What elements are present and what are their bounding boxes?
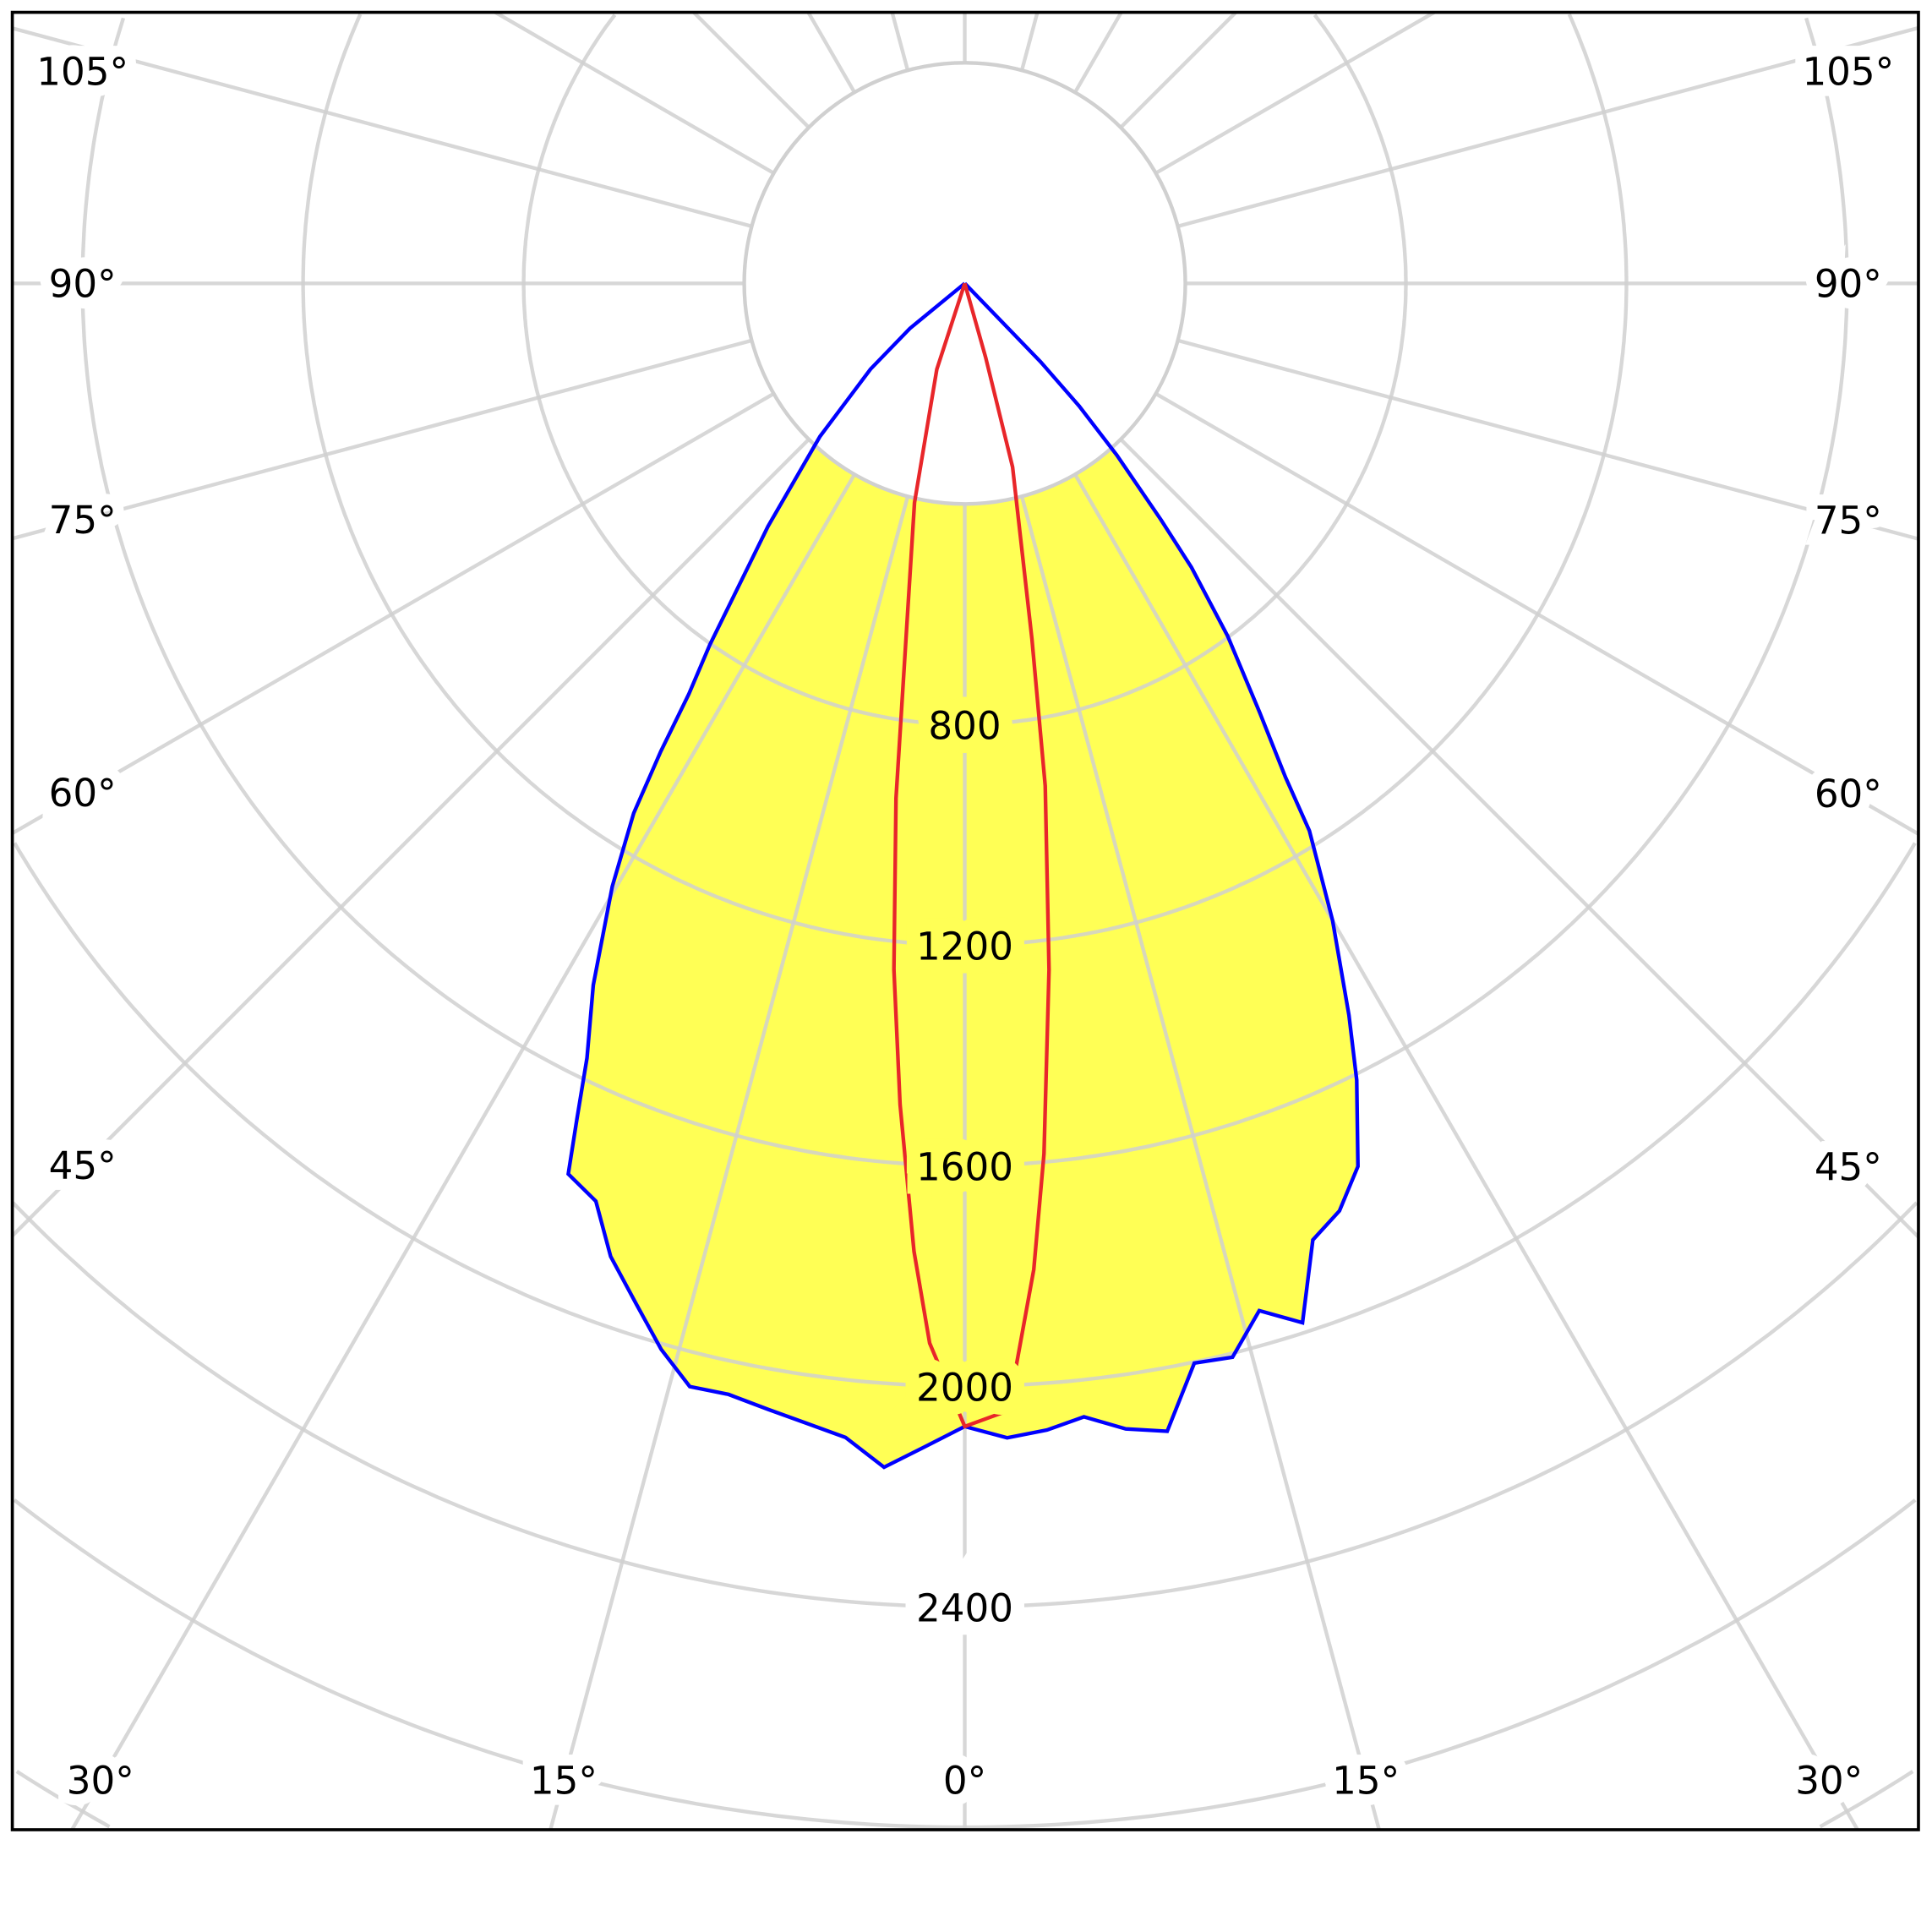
grid-spoke-165 bbox=[1019, 12, 1040, 71]
grid-layer bbox=[11, 10, 1920, 1831]
angle-tick-label: 105° bbox=[36, 50, 128, 95]
angle-tick-label: 45° bbox=[49, 1143, 117, 1188]
curve-layer bbox=[566, 281, 1360, 1470]
angle-tick-label: 105° bbox=[1802, 50, 1894, 95]
plot-frame bbox=[10, 10, 1920, 1831]
grid-spoke-105 bbox=[1177, 25, 1919, 228]
angle-tick-label: 15° bbox=[1332, 1759, 1400, 1804]
radial-tick-label: 1200 bbox=[916, 925, 1013, 969]
grid-spoke-60 bbox=[1154, 391, 1920, 836]
angle-tick-label: 90° bbox=[49, 261, 117, 306]
grid-spoke-240 bbox=[494, 10, 775, 175]
grid-spoke-30 bbox=[1073, 473, 1859, 1831]
grid-ring-1200 bbox=[301, 14, 1629, 947]
series-2-line bbox=[892, 282, 1051, 1429]
grid-ring-2000 bbox=[13, 842, 1917, 1389]
radial-tick-label: 2000 bbox=[916, 1366, 1013, 1411]
grid-spoke-300 bbox=[11, 391, 775, 835]
angle-tick-label: 75° bbox=[49, 498, 117, 543]
angle-tick-label: 45° bbox=[1815, 1145, 1882, 1190]
angle-tick-label: 60° bbox=[49, 771, 117, 816]
grid-spoke-315 bbox=[11, 438, 810, 1237]
grid-spoke-120 bbox=[1154, 10, 1436, 175]
grid-spoke-255 bbox=[12, 26, 753, 228]
grid-ring-3200 bbox=[15, 1770, 1914, 1829]
angle-tick-label: 75° bbox=[1815, 498, 1882, 543]
grid-ring-2800 bbox=[13, 1498, 1917, 1830]
grid-spoke-225 bbox=[692, 11, 810, 129]
grid-spoke-45 bbox=[1119, 438, 1920, 1239]
angle-tick-label: 90° bbox=[1815, 261, 1882, 306]
grid-spoke-285 bbox=[12, 338, 753, 541]
grid-spoke-150 bbox=[1073, 11, 1123, 94]
grid-spoke-75 bbox=[1177, 338, 1919, 541]
angle-tick-label: 30° bbox=[1795, 1759, 1863, 1804]
angle-tick-label: 15° bbox=[530, 1759, 598, 1804]
grid-spoke-15 bbox=[1019, 495, 1381, 1831]
radial-tick-label: 2400 bbox=[916, 1586, 1013, 1631]
grid-spoke-135 bbox=[1119, 11, 1237, 129]
grid-center-disc bbox=[742, 61, 1187, 506]
grid-ring-800 bbox=[521, 14, 1408, 727]
grid-spoke-345 bbox=[548, 495, 910, 1831]
radial-tick-label: 800 bbox=[928, 704, 1001, 749]
angle-tick-label: 0° bbox=[943, 1759, 986, 1804]
grid-ring-1600 bbox=[80, 17, 1849, 1168]
angle-tick-label: 30° bbox=[67, 1759, 134, 1804]
grid-spoke-210 bbox=[806, 11, 856, 94]
angle-tick-label: 60° bbox=[1815, 772, 1882, 816]
radial-tick-label: 1600 bbox=[916, 1145, 1013, 1190]
grid-spoke-195 bbox=[890, 12, 910, 71]
grid-spoke-330 bbox=[70, 473, 856, 1831]
grid-ring-2400 bbox=[11, 1201, 1918, 1609]
